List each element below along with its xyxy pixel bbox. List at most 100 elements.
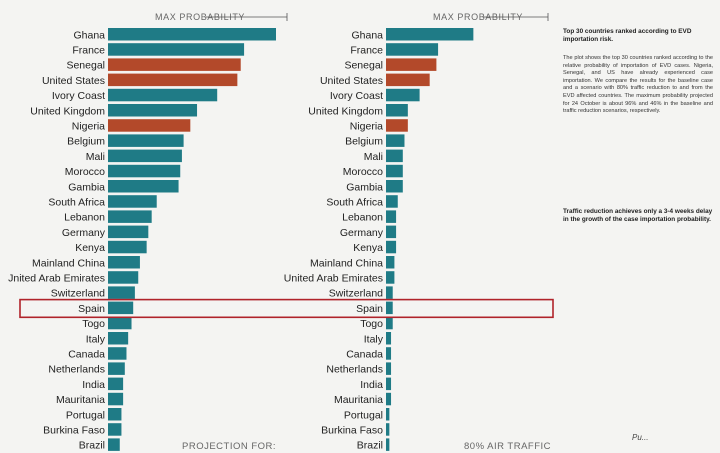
category-label-0-23: India [82,379,105,391]
bar-1-2 [386,58,437,71]
bar-1-0 [386,28,474,41]
category-label-0-25: Portugal [66,409,105,421]
bar-0-21 [108,347,127,360]
bar-0-7 [108,134,184,147]
chart-title-0: MAX PROBABILITY [155,12,245,22]
bar-1-7 [386,134,405,147]
category-label-0-20: Italy [86,333,106,345]
bar-0-13 [108,225,149,239]
category-label-1-23: India [360,379,383,391]
side-panel-title: Top 30 countries ranked according to EVD… [563,28,692,43]
category-label-1-3: United States [320,75,383,87]
bar-0-0 [108,28,276,41]
category-label-1-27: Brazil [357,440,383,452]
category-label-0-24: Mauritania [56,394,105,406]
category-label-0-27: Brazil [79,440,105,452]
bar-0-27 [108,438,120,451]
category-label-1-26: Burkina Faso [321,425,383,437]
category-label-0-1: France [72,45,105,57]
category-label-1-17: Switzerland [329,288,383,300]
category-label-1-21: Canada [346,349,383,361]
bar-1-20 [386,332,392,345]
bar-0-18 [108,301,134,315]
category-label-0-6: Nigeria [72,121,105,133]
category-label-1-5: United Kingdom [308,105,383,117]
category-label-0-11: South Africa [48,197,105,209]
category-label-1-24: Mauritania [334,394,383,406]
bar-1-18 [386,301,393,315]
bar-1-1 [386,43,439,56]
bar-0-5 [108,104,198,117]
bar-0-26 [108,423,122,436]
bar-1-16 [386,271,395,284]
bar-1-21 [386,347,392,360]
bar-1-19 [386,316,393,330]
category-label-0-12: Lebanon [64,212,105,224]
bar-0-1 [108,43,245,56]
bar-0-4 [108,88,218,102]
category-label-0-9: Morocco [65,166,105,178]
category-label-1-22: Netherlands [326,364,383,376]
bar-0-23 [108,377,124,391]
bar-0-10 [108,180,179,193]
category-label-1-1: France [350,45,383,57]
category-label-1-6: Nigeria [350,121,383,133]
category-label-0-17: Switzerland [51,288,105,300]
bar-1-10 [386,180,403,193]
category-label-0-10: Gambia [68,181,105,193]
chart-title-1: MAX PROBABILITY [433,12,523,22]
category-label-0-14: Kenya [75,242,105,254]
bar-1-25 [386,408,390,421]
bar-1-13 [386,225,397,239]
category-label-1-18: Spain [356,303,383,315]
bar-0-9 [108,164,181,178]
footer-label-right: 80% AIR TRAFFIC [464,441,552,452]
category-label-0-18: Spain [78,303,105,315]
bar-0-3 [108,73,238,87]
category-label-0-16: Jnited Arab Emirates [8,273,105,285]
bar-0-19 [108,316,132,330]
category-label-1-12: Lebanon [342,212,383,224]
bar-1-15 [386,256,395,269]
category-label-0-21: Canada [68,349,105,361]
category-label-1-0: Ghana [351,29,383,41]
category-label-0-3: United States [42,75,105,87]
category-label-0-26: Burkina Faso [43,425,105,437]
side-panel-note: Traffic reduction achieves only a 3-4 we… [563,208,713,224]
bar-0-20 [108,332,129,345]
bar-1-14 [386,240,397,254]
bar-0-16 [108,271,139,284]
bar-0-25 [108,408,122,421]
category-label-1-14: Kenya [353,242,383,254]
bar-0-22 [108,362,125,375]
bar-0-11 [108,195,157,208]
bar-0-8 [108,149,182,163]
category-label-0-15: Mainland China [32,257,105,269]
category-label-1-4: Ivory Coast [330,90,383,102]
category-label-0-5: United Kingdom [30,105,105,117]
bar-1-23 [386,377,392,391]
bar-0-17 [108,286,135,299]
bar-1-4 [386,88,420,102]
category-label-1-20: Italy [364,333,384,345]
category-label-1-25: Portugal [344,409,383,421]
bar-1-9 [386,164,403,178]
bar-0-24 [108,392,124,406]
category-label-1-9: Morocco [343,166,383,178]
bar-1-17 [386,286,393,299]
bar-1-22 [386,362,392,375]
category-label-1-2: Senegal [344,60,383,72]
category-label-1-19: Togo [360,318,383,330]
bar-1-12 [386,210,397,223]
bar-0-14 [108,240,147,254]
bar-1-6 [386,119,408,132]
category-label-1-16: United Arab Emirates [284,273,383,285]
bar-0-6 [108,119,191,132]
bar-1-3 [386,73,430,87]
bar-1-27 [386,438,390,451]
category-label-1-7: Belgium [345,136,383,148]
bar-1-26 [386,423,390,436]
category-label-0-4: Ivory Coast [52,90,105,102]
category-label-1-11: South Africa [326,197,383,209]
